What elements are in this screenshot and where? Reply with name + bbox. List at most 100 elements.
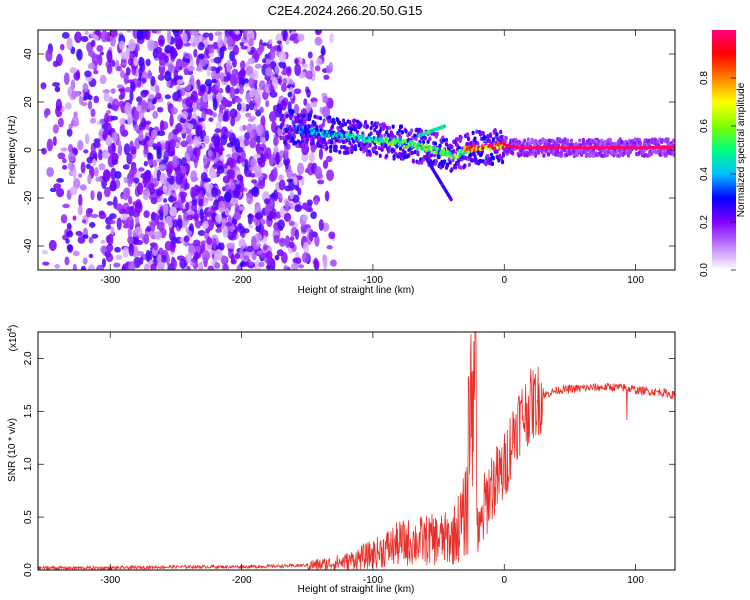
spectrogram-cell	[328, 115, 332, 120]
spectrogram-cell	[41, 249, 49, 255]
spectrogram-cell	[490, 161, 495, 167]
snr-x-label: Height of straight line (km)	[298, 584, 415, 595]
spectrogram-cell	[239, 41, 244, 47]
spectrogram-cell	[76, 48, 83, 61]
spectrogram-cell	[110, 220, 116, 225]
spectrogram-cell	[207, 65, 212, 70]
spectrogram-cell	[125, 86, 132, 93]
spectrogram-cell	[222, 263, 229, 270]
spectrogram-cell	[198, 261, 204, 270]
spectrogram-cell	[72, 177, 81, 190]
spectrogram-cell	[325, 145, 329, 150]
snr-x-tick-label: -100	[363, 575, 383, 586]
spectrogram-cell	[246, 65, 254, 75]
spectrogram-cell	[72, 122, 80, 127]
spectrogram-cell	[254, 53, 260, 61]
spectrogram-cell	[259, 218, 266, 225]
spectrogram-cell	[157, 130, 166, 137]
spectrogram-cell	[581, 139, 586, 144]
spectrogram-cell	[147, 94, 155, 99]
spectrogram-cell	[226, 35, 233, 48]
spectrogram-cell	[104, 170, 112, 180]
spectrogram-cell	[137, 182, 144, 196]
spectrogram-cell	[206, 237, 213, 246]
spectrogram-cell	[345, 146, 349, 151]
spectrogram-cell	[277, 219, 285, 230]
spectrogram-cell	[346, 132, 350, 136]
spectrogram-cell	[172, 259, 178, 270]
spectrogram-cell	[111, 98, 120, 112]
spectrogram-cell	[129, 140, 134, 151]
spectrogram-cell	[120, 51, 128, 60]
spectrogram-cell	[314, 166, 323, 180]
spectrogram-cell	[78, 173, 83, 178]
spectrogram-cell	[127, 112, 133, 126]
spectrogram-cell	[110, 115, 118, 121]
spectrogram-cell	[410, 145, 414, 149]
spectrogram-cell	[59, 43, 65, 51]
spectrogram-cell	[341, 118, 346, 123]
spectrogram-cell	[141, 117, 147, 131]
spectrogram-cell	[350, 126, 354, 132]
spectrogram-cell	[318, 115, 323, 121]
spectrogram-cell	[313, 114, 317, 119]
spectrogram-cell	[500, 159, 505, 165]
snr-y-tick-label: 0.5	[23, 510, 34, 524]
spectrogram-y-tick-label: 0	[23, 147, 34, 153]
spectrogram-cell	[207, 265, 214, 270]
spectrogram-cell	[233, 212, 242, 221]
spectrogram-cell	[115, 203, 124, 211]
spectrogram-cell	[225, 221, 233, 227]
spectrogram-cell	[145, 58, 151, 67]
spectrogram-cell	[600, 138, 604, 144]
spectrogram-cell	[420, 160, 424, 165]
spectrogram-cell	[172, 218, 179, 228]
spectrogram-cell	[392, 148, 396, 153]
spectrogram-cell	[101, 258, 106, 268]
spectrogram-cell	[221, 255, 227, 264]
spectrogram-cell	[74, 31, 82, 44]
spectrogram-cell	[660, 151, 665, 156]
snr-plot-area	[38, 332, 675, 570]
spectrogram-cell	[523, 138, 527, 143]
spectrogram-cell	[273, 234, 280, 244]
spectrogram-cell	[120, 213, 128, 221]
spectrogram-cell	[222, 175, 231, 184]
spectrogram-cell	[92, 158, 97, 167]
spectrogram-cell	[286, 66, 292, 74]
spectrogram-cell	[534, 138, 538, 144]
spectrogram-cell	[311, 140, 315, 145]
spectrogram-cell	[262, 58, 267, 64]
spectrogram-cell	[433, 141, 438, 146]
spectrogram-cell	[244, 158, 249, 172]
spectrogram-cell	[152, 110, 159, 119]
spectrogram-cell	[243, 255, 250, 260]
spectrogram-cell	[671, 138, 675, 143]
spectrogram-cell	[209, 171, 217, 179]
spectrogram-cell	[82, 96, 87, 101]
spectrogram-cell	[269, 84, 274, 93]
spectrogram-cell	[574, 141, 578, 147]
spectrogram-cell	[246, 123, 253, 134]
spectrogram-cell	[317, 179, 325, 185]
spectrogram-cell	[417, 141, 421, 146]
spectrogram-cell	[284, 185, 292, 192]
spectrogram-cell	[442, 148, 446, 152]
spectrogram-cell	[86, 163, 91, 170]
spectrogram-cell	[313, 199, 319, 206]
spectrogram-cell	[172, 91, 180, 102]
spectrogram-cell	[190, 152, 196, 162]
spectrogram-cell	[89, 150, 98, 163]
spectrogram-cell	[96, 264, 105, 270]
spectrogram-cell	[244, 132, 251, 141]
spectrogram-cell	[190, 262, 196, 267]
spectrogram-cell	[127, 235, 134, 245]
spectrogram-cell	[61, 32, 70, 39]
spectrogram-cell	[226, 84, 231, 92]
spectrogram-cell	[199, 84, 207, 94]
spectrogram-cell	[162, 185, 168, 193]
spectrogram-x-tick-label: -100	[363, 275, 383, 286]
spectrogram-cell	[52, 82, 61, 87]
spectrogram-cell	[168, 175, 175, 185]
spectrogram-cell	[133, 256, 141, 269]
